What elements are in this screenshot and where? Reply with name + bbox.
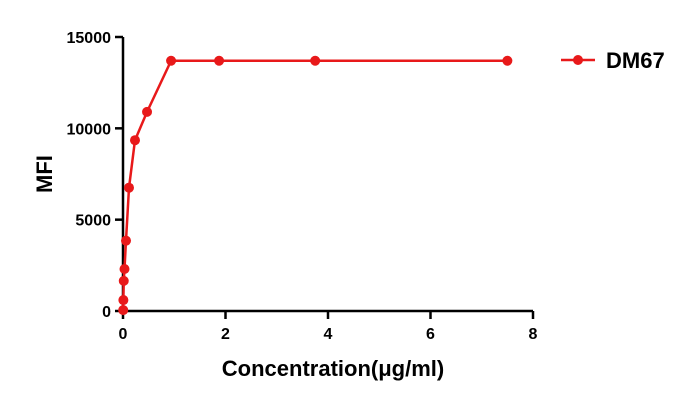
x-axis-title: Concentration(μg/ml) [222,356,444,381]
y-tick-label: 0 [102,304,111,321]
x-tick-label: 6 [426,326,435,343]
y-tick-label: 5000 [75,213,111,230]
legend-label: DM67 [606,48,665,73]
series-line [121,59,508,311]
data-point [118,295,129,306]
data-point [502,55,513,66]
legend: DM67 [561,48,665,73]
data-point [129,135,140,146]
data-point [118,305,129,316]
x-tick-label: 2 [221,326,230,343]
legend-point-marker [573,55,583,65]
data-point [121,235,132,246]
y-axis-title: MFI [32,155,57,193]
x-tick-label: 4 [324,326,333,343]
data-point [310,55,321,66]
y-ticks: 0 5000 10000 15000 [67,30,123,321]
data-point [118,275,129,286]
data-point [214,55,225,66]
x-tick-label: 8 [529,326,538,343]
data-point [119,263,130,274]
y-tick-label: 10000 [67,121,112,138]
data-point [123,182,134,193]
x-ticks: 0 2 4 6 8 [119,311,538,343]
plot-series [118,55,513,316]
y-tick-label: 15000 [67,30,112,47]
x-tick-label: 0 [119,326,128,343]
data-point [166,55,177,66]
axes [121,37,533,313]
data-point [142,106,153,117]
